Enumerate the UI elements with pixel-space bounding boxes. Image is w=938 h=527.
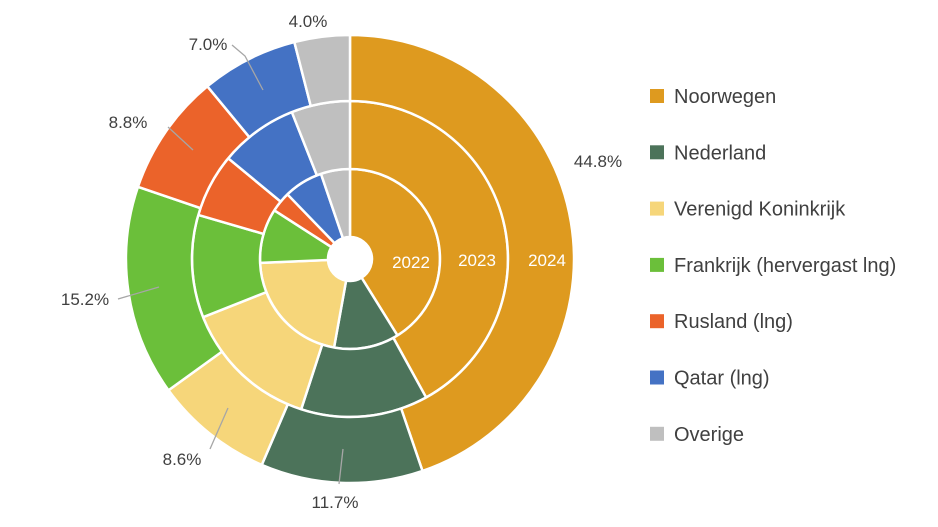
rings-group	[124, 33, 576, 485]
slice-2024-0	[348, 33, 576, 473]
leader-line-4	[167, 126, 194, 151]
leader-line-3	[117, 286, 160, 300]
ring-label-2024: 2024	[528, 251, 566, 270]
legend-swatch-0	[650, 89, 664, 103]
leader-line-1	[338, 448, 344, 485]
legend-label-0: Noorwegen	[674, 86, 776, 108]
legend-label-6: Overige	[674, 424, 744, 446]
legend-label-1: Nederland	[674, 142, 766, 164]
legend-swatch-3	[650, 257, 664, 272]
slice-2024-6	[292, 33, 352, 108]
percent-labels: 44.8% 11.7% 8.6% 15.2% 8.8% 7.0% 4.0%	[61, 12, 622, 512]
legend-swatch-5	[650, 370, 664, 385]
legend-swatch-4	[650, 314, 664, 329]
percent-label-6: 4.0%	[289, 12, 328, 31]
ring-label-2023: 2023	[458, 251, 496, 270]
slice-2024-1	[260, 402, 425, 485]
percent-label-2: 8.6%	[163, 450, 202, 469]
percent-label-3: 15.2%	[61, 290, 109, 309]
percent-label-1: 11.7%	[312, 493, 359, 512]
leader-line-2	[209, 407, 229, 450]
leader-lines	[117, 44, 344, 485]
legend-swatch-1	[650, 145, 664, 160]
legend-swatch-2	[650, 201, 664, 216]
leader-line-5	[231, 44, 264, 91]
percent-label-4: 8.8%	[109, 113, 148, 132]
legend: Noorwegen Nederland Verenigd Koninkrijk Fra…	[650, 86, 896, 446]
legend-label-2: Verenigd Koninkrijk	[674, 199, 846, 221]
percent-label-0: 44.8%	[574, 152, 622, 171]
percent-label-5: 7.0%	[189, 35, 228, 54]
ring-label-2022: 2022	[392, 253, 430, 272]
legend-label-3: Frankrijk (hervergast lng)	[674, 255, 896, 277]
legend-swatch-6	[650, 426, 664, 441]
ring-labels: 2022 2023 2024	[392, 251, 566, 272]
legend-label-4: Rusland (lng)	[674, 311, 793, 333]
legend-label-5: Qatar (lng)	[674, 368, 770, 390]
